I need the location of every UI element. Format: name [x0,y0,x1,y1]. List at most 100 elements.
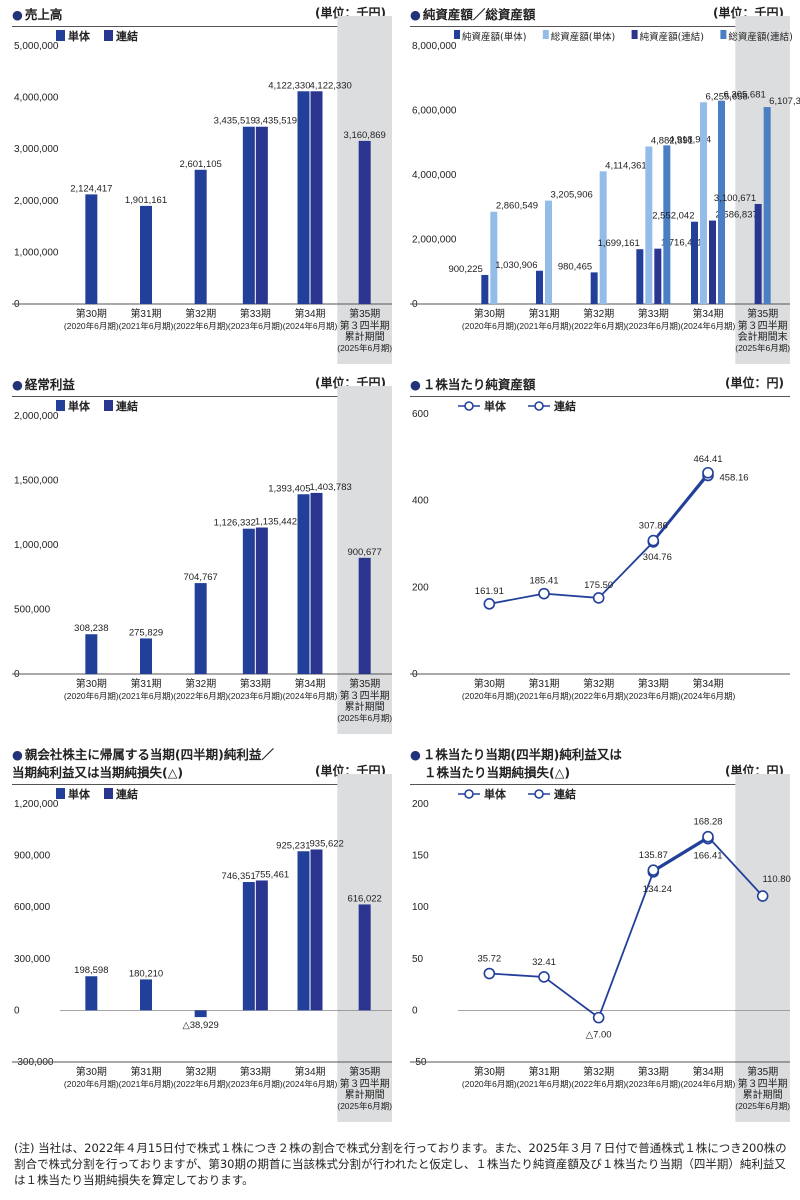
bar-1-4 [310,849,323,1011]
y-tick-label: 8,000,000 [412,41,457,52]
bar-3-3 [663,145,671,304]
bar-0-3 [242,126,255,304]
x-category-label: 第33期 [638,1065,669,1078]
legend-swatch [631,30,638,39]
x-category-label: 第30期 [474,677,505,690]
x-category-label: 第31期 [130,1065,161,1078]
data-label: 900,677 [347,547,381,558]
legend-label: 連結 [554,399,576,413]
point-0-0 [483,967,496,980]
bar-1-5 [358,904,371,1011]
data-label: 110.80 [762,874,790,885]
chart-title: ● 親会社株主に帰属する当期(四半期)純利益／ [12,747,274,762]
x-category-label: 第32期 [185,1065,216,1078]
x-category-label: 第34期 [294,677,325,690]
bar-3-4 [718,100,725,304]
data-label: 4,882,891 [651,136,693,147]
x-category-sublabel: (2025年6月期) [735,1101,790,1111]
data-label: 168.28 [693,817,722,828]
x-category-sublabel: (2021年6月期) [119,321,174,331]
point-1-4 [702,466,714,479]
data-label: 2,860,549 [496,201,538,212]
legend-marker [534,401,544,411]
x-category-label: 第30期 [76,307,107,320]
bar-1-3 [255,880,268,1011]
legend-label: 単体 [68,787,91,801]
data-label: 3,435,519 [255,116,297,127]
legend-swatch [104,30,113,41]
bar-0-3 [242,882,255,1011]
y-tick-label: 2,000,000 [412,235,457,246]
data-label: △38,929 [182,1020,218,1031]
bar-1-4 [700,102,707,304]
unit-label: (単位：円) [725,376,784,390]
bar-1-3 [255,126,268,304]
legend-label: 単体 [68,29,91,43]
x-category-sublabel: 第３四半期 [340,319,390,332]
y-tick-label: 300,000 [14,954,51,965]
bar-3-5 [763,107,771,304]
data-label: 1,403,783 [310,482,352,493]
legend-label: 総資産額(単体) [551,31,615,43]
bar-0-0 [85,976,98,1011]
y-tick-label: 100 [412,902,429,913]
point-1-3 [647,534,660,547]
data-label: 275,829 [129,627,163,638]
y-tick-label: 500,000 [14,605,51,616]
x-category-label: 第31期 [528,1065,559,1078]
x-category-label: 第35期 [747,307,778,320]
y-tick-label: 6,000,000 [412,106,457,117]
x-category-sublabel: 会計期間末 [738,330,788,343]
data-label: 35.72 [477,954,501,965]
x-category-sublabel: 累計期間 [743,1088,783,1101]
x-category-label: 第35期 [349,1065,380,1078]
data-label: 2,124,417 [70,183,112,194]
bar-1-0 [490,211,498,304]
x-category-label: 第35期 [349,307,380,320]
x-category-sublabel: (2024年6月期) [681,691,736,701]
data-label: 980,465 [558,261,592,272]
data-label: 4,918,924 [669,134,711,145]
y-tick-label: 5,000,000 [14,41,59,52]
x-category-label: 第32期 [583,677,614,690]
data-label: 464.41 [693,454,722,465]
x-category-sublabel: (2022年6月期) [173,321,228,331]
data-label: 185.41 [529,576,558,587]
bar-1-1 [545,200,552,304]
chart-title: ● 純資産額／総資産額 [410,7,536,22]
x-category-sublabel: (2023年6月期) [228,691,283,701]
y-tick-label: 0 [14,1005,20,1016]
chart-title: ● １株当たり純資産額 [410,377,536,392]
data-label: 6,107,371 [769,96,800,107]
data-label: 1,126,332 [214,518,256,529]
legend-swatch [56,30,65,41]
bar-0-3 [636,249,644,304]
bar-0-4 [691,221,698,304]
legend-label: 連結 [116,787,138,801]
x-category-sublabel: (2023年6月期) [626,1079,681,1089]
x-category-sublabel: (2023年6月期) [228,321,283,331]
bar-0-4 [297,91,310,304]
legend-swatch [104,788,113,799]
series-line-1 [652,472,709,542]
x-category-sublabel: (2024年6月期) [681,321,736,331]
y-tick-label: 600,000 [14,902,51,913]
legend-label: 純資産額(連結) [640,31,704,43]
legend-label: 総資産額(連結) [728,31,792,43]
x-category-label: 第31期 [130,677,161,690]
y-tick-label: 0 [412,1005,418,1016]
bar-1-3 [645,146,653,304]
y-tick-label: 200 [412,799,429,810]
y-tick-label: 1,000,000 [14,540,59,551]
point-0-1 [538,587,550,600]
chart-svg: 8,000,0006,000,0004,000,0002,000,0000第30… [410,16,800,364]
x-category-sublabel: (2022年6月期) [571,691,626,701]
data-label: 161.91 [475,586,504,597]
data-label: △7.00 [586,1030,612,1041]
data-label: 2,586,837 [716,210,758,221]
legend-marker [534,789,544,799]
legend-label: 連結 [116,29,138,43]
data-label: 3,205,906 [551,190,593,201]
x-category-sublabel: 第３四半期 [738,1077,788,1090]
y-tick-label: 200 [412,582,429,593]
